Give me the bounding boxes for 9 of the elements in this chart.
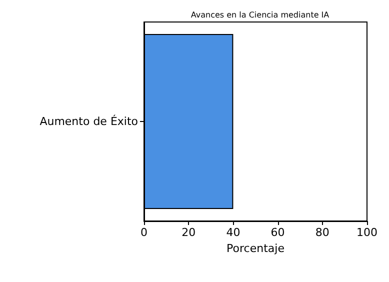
chart-title: Avances en la Ciencia mediante IA — [190, 10, 330, 20]
x-tick-label: 40 — [226, 226, 240, 239]
x-tick-label: 80 — [315, 226, 330, 239]
x-tick-label: 60 — [270, 226, 285, 239]
x-axis-title: Porcentaje — [226, 242, 285, 255]
x-tick-label: 100 — [356, 226, 378, 239]
y-tick-label: Aumento de Éxito — [40, 114, 138, 128]
x-tick-label: 0 — [140, 226, 148, 239]
x-tick-label: 20 — [182, 226, 196, 239]
